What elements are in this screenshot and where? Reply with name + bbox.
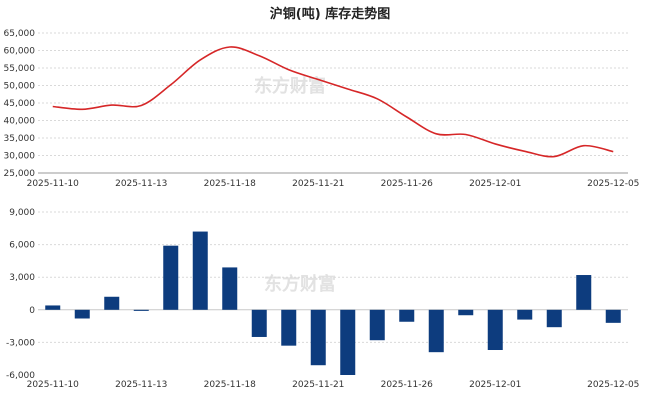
change-bar [428, 309, 444, 353]
bar-chart-panel: 东方财富 -6,000 -3,000 0 3,000 6,000 9,000 2025-11… [6, 208, 639, 390]
change-bar [133, 309, 149, 311]
line-x-tick-label: 2025-11-18 [204, 179, 257, 189]
line-x-tick-label: 2025-11-21 [292, 179, 344, 189]
change-bar [281, 309, 297, 346]
bar-x-tick-label: 2025-11-26 [381, 380, 434, 390]
line-x-tick-label: 2025-11-26 [381, 179, 434, 189]
line-y-tick-label: 50,000 [4, 82, 36, 92]
change-bar [458, 309, 474, 316]
change-bar [517, 309, 533, 320]
change-bar [576, 275, 592, 310]
line-y-tick-label: 60,000 [4, 47, 36, 57]
change-bar [310, 309, 326, 366]
line-x-tick-label: 2025-11-10 [27, 179, 80, 189]
change-bar [251, 309, 267, 337]
bar-y-tick-label: -3,000 [6, 338, 35, 348]
change-bar [104, 296, 120, 310]
bar-x-tick-label: 2025-12-01 [469, 380, 521, 390]
bar-x-tick-label: 2025-11-13 [115, 380, 167, 390]
bar-y-tick-label: 9,000 [9, 208, 35, 218]
bar-y-tick-label: -6,000 [6, 371, 35, 381]
line-y-tick-label: 45,000 [4, 99, 36, 109]
bar-x-tick-label: 2025-11-21 [292, 380, 344, 390]
change-bar [222, 267, 238, 310]
line-x-tick-label: 2025-12-05 [587, 179, 639, 189]
change-bar [74, 309, 90, 319]
bar-y-tick-label: 6,000 [9, 241, 35, 251]
watermark-bottom: 东方财富 [264, 273, 336, 295]
change-bar [546, 309, 562, 328]
change-bar [45, 305, 61, 310]
line-y-tick-label: 40,000 [4, 117, 36, 127]
bar-x-tick-label: 2025-11-18 [204, 380, 257, 390]
line-y-tick-label: 55,000 [4, 64, 36, 74]
change-bar [605, 309, 621, 323]
line-y-tick-label: 30,000 [4, 152, 36, 162]
bar-y-tick-label: 0 [29, 306, 35, 316]
change-bar [487, 309, 503, 351]
line-chart-panel: 东方财富 25,00030,00035,00040,00045,00050,00… [4, 29, 640, 189]
line-x-tick-label: 2025-12-01 [469, 179, 521, 189]
line-x-tick-label: 2025-11-13 [115, 179, 167, 189]
change-bar [340, 309, 356, 375]
line-y-tick-label: 65,000 [4, 29, 36, 39]
chart-title: 沪铜(吨) 库存走势图 [270, 6, 390, 22]
line-y-tick-label: 35,000 [4, 134, 36, 144]
inventory-line [52, 46, 614, 158]
change-bar [369, 309, 385, 341]
change-bar [163, 245, 179, 310]
bar-x-tick-label: 2025-12-05 [587, 380, 639, 390]
bar-y-tick-label: 3,000 [9, 273, 35, 283]
bar-x-tick-label: 2025-11-10 [27, 380, 80, 390]
line-y-tick-label: 25,000 [4, 169, 36, 179]
change-bar [192, 231, 208, 310]
change-bar [399, 309, 415, 322]
